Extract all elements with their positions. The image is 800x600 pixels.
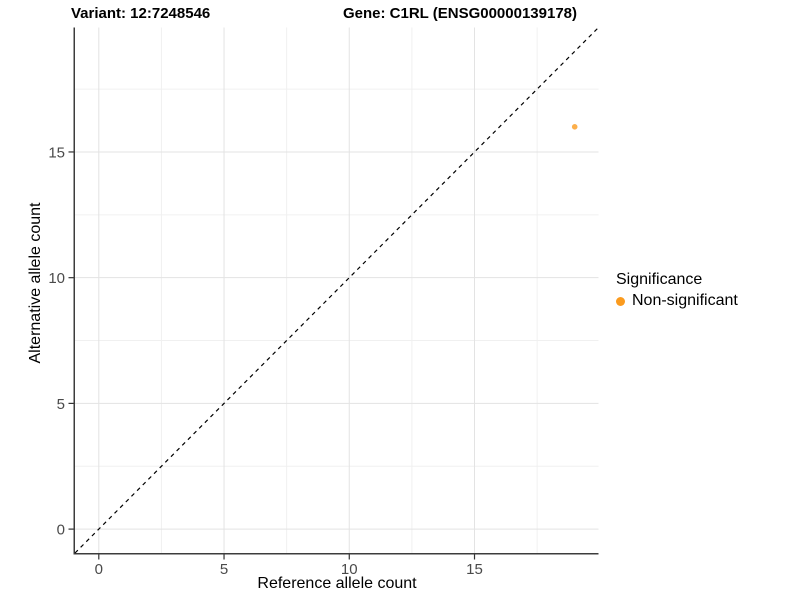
x-tick-label: 15 — [466, 561, 483, 578]
y-axis-title: Alternative allele count — [27, 202, 44, 364]
non-significant-dot-icon — [616, 296, 625, 306]
variant-title: Variant: 12:7248546 — [71, 5, 211, 22]
identity-line — [74, 27, 599, 554]
gene-title: Gene: C1RL (ENSG00000139178) — [343, 5, 578, 22]
y-tick-label: 10 — [48, 270, 65, 287]
data-point — [571, 124, 578, 130]
y-tick-label: 5 — [57, 396, 65, 413]
x-tick-label: 10 — [341, 561, 358, 578]
legend: Significance Non-significant — [616, 271, 738, 310]
legend-item-label: Non-significant — [632, 292, 738, 309]
x-axis-title: Reference allele count — [257, 575, 417, 592]
x-tick-label: 0 — [95, 561, 103, 578]
y-tick-label: 15 — [48, 144, 65, 161]
y-tick-label: 0 — [57, 522, 65, 539]
x-tick-label: 5 — [220, 561, 228, 578]
legend-item-non-significant: Non-significant — [616, 292, 738, 310]
legend-title: Significance — [616, 271, 703, 288]
